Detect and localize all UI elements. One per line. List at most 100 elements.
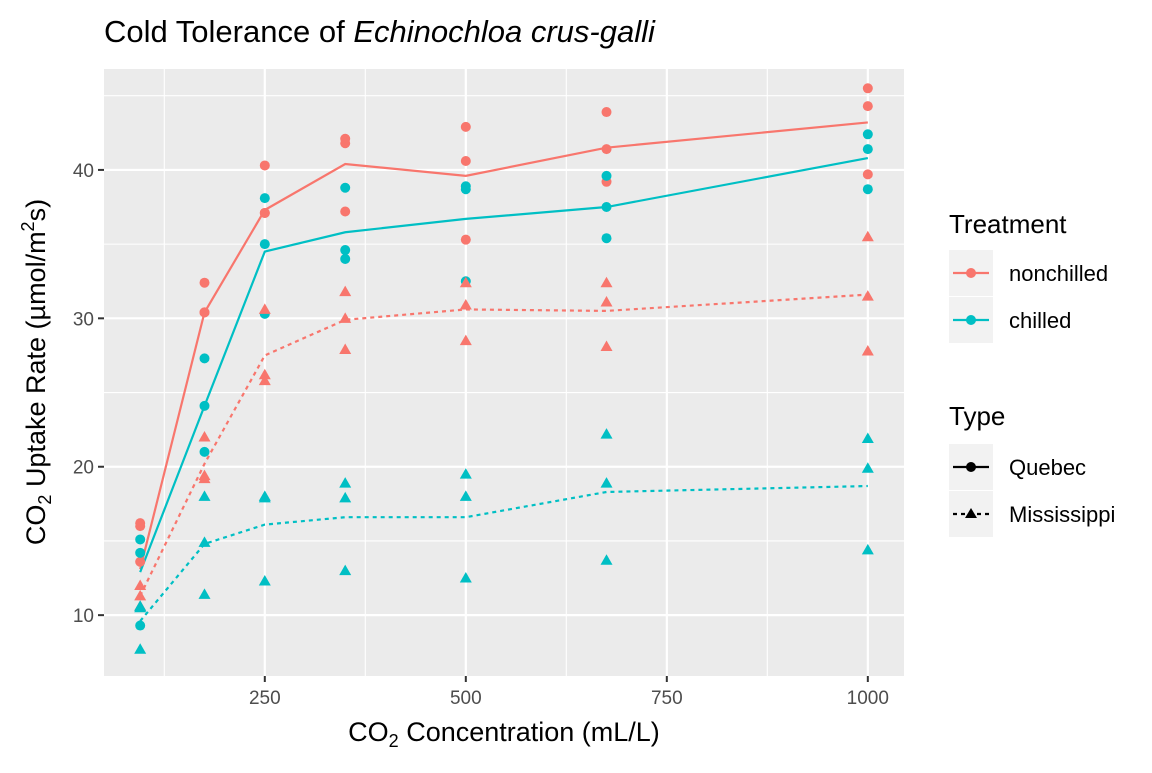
point-chilled-mississippi xyxy=(198,588,211,599)
point-nonchilled-mississippi xyxy=(258,303,271,314)
point-nonchilled-quebec xyxy=(340,133,351,144)
point-chilled-mississippi xyxy=(861,543,874,555)
point-chilled-mississippi xyxy=(258,491,271,503)
point-nonchilled-quebec xyxy=(259,160,270,171)
point-chilled-mississippi xyxy=(459,468,472,479)
point-chilled-quebec xyxy=(862,184,873,195)
legend-key-point-quebec xyxy=(966,462,976,472)
point-nonchilled-mississippi xyxy=(861,344,874,356)
y-axis-label: CO2 Uptake Rate (µmol/m2s) xyxy=(18,199,55,545)
legend-label-mississippi: Mississippi xyxy=(1009,502,1115,527)
point-chilled-quebec xyxy=(259,193,270,204)
point-chilled-mississippi xyxy=(339,477,352,488)
point-nonchilled-mississippi xyxy=(258,374,271,386)
point-nonchilled-mississippi xyxy=(600,296,613,307)
point-chilled-mississippi xyxy=(258,575,271,586)
axis-ticks: 250 500 750 1000 10 20 30 40 xyxy=(73,161,889,709)
x-tick-label: 1000 xyxy=(847,688,889,709)
point-chilled-mississippi xyxy=(134,643,147,654)
point-nonchilled-mississippi xyxy=(258,368,271,380)
point-nonchilled-quebec xyxy=(862,83,873,94)
legend-label-quebec: Quebec xyxy=(1009,455,1086,480)
chart-title: Cold Tolerance of Echinochloa crus-galli xyxy=(104,14,656,49)
point-nonchilled-quebec xyxy=(460,121,471,132)
plot-panel xyxy=(104,69,904,676)
point-chilled-mississippi xyxy=(600,428,613,439)
y-tick-label: 30 xyxy=(73,309,94,330)
point-chilled-mississippi xyxy=(459,490,472,501)
point-nonchilled-mississippi xyxy=(198,431,211,442)
point-chilled-quebec xyxy=(340,245,351,256)
legend-key-point-mississippi xyxy=(965,508,977,518)
x-tick-label: 500 xyxy=(450,688,482,709)
point-nonchilled-mississippi xyxy=(134,579,147,590)
point-chilled-mississippi xyxy=(459,572,472,583)
point-nonchilled-quebec xyxy=(862,169,873,180)
legend-type: Type Quebec Mississippi xyxy=(949,401,1115,537)
y-tick-label: 20 xyxy=(73,458,94,479)
point-nonchilled-mississippi xyxy=(600,276,613,288)
point-chilled-quebec xyxy=(135,534,146,545)
point-nonchilled-mississippi xyxy=(198,469,211,481)
point-chilled-mississippi xyxy=(861,432,874,444)
point-chilled-quebec xyxy=(460,184,471,195)
point-nonchilled-quebec xyxy=(259,207,270,218)
point-chilled-quebec xyxy=(199,446,210,457)
legend-type-title: Type xyxy=(949,401,1005,431)
x-axis-label: CO2 Concentration (mL/L) xyxy=(348,717,660,751)
point-nonchilled-quebec xyxy=(135,518,146,529)
point-chilled-quebec xyxy=(340,182,351,193)
point-chilled-quebec xyxy=(340,253,351,264)
point-nonchilled-quebec xyxy=(460,156,471,167)
y-tick-label: 10 xyxy=(73,606,94,627)
point-nonchilled-quebec xyxy=(340,206,351,217)
point-chilled-mississippi xyxy=(600,477,613,488)
point-nonchilled-mississippi xyxy=(459,334,472,346)
point-chilled-quebec xyxy=(199,400,210,411)
point-nonchilled-mississippi xyxy=(459,298,472,310)
point-nonchilled-mississippi xyxy=(339,312,352,323)
legend-key-point-nonchilled xyxy=(966,268,976,278)
point-nonchilled-mississippi xyxy=(339,343,352,354)
point-nonchilled-mississippi xyxy=(600,340,613,352)
point-nonchilled-quebec xyxy=(601,144,612,155)
point-chilled-quebec xyxy=(862,144,873,155)
point-chilled-mississippi xyxy=(861,462,874,473)
point-chilled-quebec xyxy=(601,202,612,213)
point-nonchilled-mississippi xyxy=(134,589,147,601)
point-chilled-quebec xyxy=(259,239,270,250)
point-chilled-mississippi xyxy=(198,490,211,501)
point-chilled-quebec xyxy=(601,170,612,181)
legend-key-point-chilled xyxy=(966,315,976,325)
point-chilled-quebec xyxy=(601,233,612,244)
point-chilled-quebec xyxy=(199,353,210,364)
point-chilled-quebec xyxy=(135,620,146,631)
point-nonchilled-quebec xyxy=(199,277,210,288)
point-nonchilled-quebec xyxy=(199,307,210,318)
point-nonchilled-mississippi xyxy=(861,290,874,301)
series-line-nonchilled-mississippi xyxy=(139,293,868,597)
legend-treatment: Treatment nonchilled chilled xyxy=(949,209,1108,343)
point-nonchilled-mississippi xyxy=(861,230,874,242)
point-chilled-mississippi xyxy=(198,536,211,547)
point-chilled-quebec xyxy=(135,547,146,558)
point-nonchilled-mississippi xyxy=(339,285,352,297)
series-points xyxy=(134,83,874,654)
y-tick-label: 40 xyxy=(73,161,94,182)
point-chilled-mississippi xyxy=(600,554,613,565)
point-chilled-mississippi xyxy=(339,564,352,576)
x-tick-label: 750 xyxy=(651,688,683,709)
point-chilled-quebec xyxy=(862,129,873,140)
point-chilled-mississippi xyxy=(339,491,352,503)
point-nonchilled-quebec xyxy=(862,101,873,112)
x-tick-label: 250 xyxy=(249,688,281,709)
legend-treatment-title: Treatment xyxy=(949,209,1067,239)
legend-label-nonchilled: nonchilled xyxy=(1009,261,1108,286)
point-nonchilled-quebec xyxy=(460,234,471,245)
point-nonchilled-quebec xyxy=(601,107,612,118)
point-nonchilled-quebec xyxy=(135,556,146,567)
legend-label-chilled: chilled xyxy=(1009,308,1071,333)
point-chilled-mississippi xyxy=(134,600,147,611)
point-nonchilled-mississippi xyxy=(459,276,472,288)
